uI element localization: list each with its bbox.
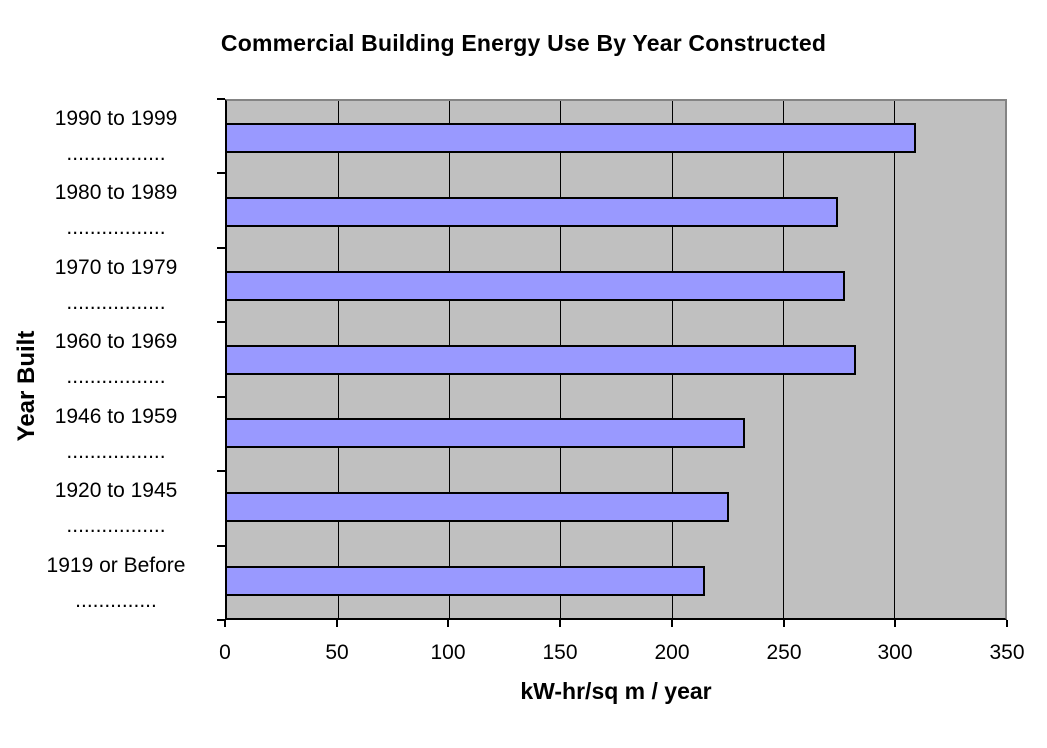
category-label-text: 1980 to 1989 xyxy=(54,181,178,204)
x-axis-tick-label-50: 50 xyxy=(325,641,349,664)
x-axis-tick-0 xyxy=(224,620,226,627)
y-axis-tick xyxy=(217,321,225,323)
category-label-1970-to-1979: 1970 to 1979................. xyxy=(18,248,214,322)
category-label-1920-to-1945: 1920 to 1945................. xyxy=(18,471,214,545)
x-axis-tick-300 xyxy=(894,620,896,627)
bar-1946-to-1959 xyxy=(227,418,745,448)
y-axis-tick xyxy=(217,619,225,621)
y-axis-tick xyxy=(217,98,225,100)
x-axis-tick-label-0: 0 xyxy=(219,641,231,664)
category-label-text: 1970 to 1979 xyxy=(54,256,178,279)
category-label-1946-to-1959: 1946 to 1959................. xyxy=(18,397,214,471)
x-axis-tick-100 xyxy=(447,620,449,627)
x-axis-title: kW-hr/sq m / year xyxy=(520,678,712,704)
x-axis-tick-350 xyxy=(1006,620,1008,627)
category-label-1980-to-1989: 1980 to 1989................. xyxy=(18,173,214,247)
category-label-1960-to-1969: 1960 to 1969................. xyxy=(18,322,214,396)
y-axis-tick xyxy=(217,545,225,547)
plot-area xyxy=(225,99,1007,620)
bar-1919-or-before xyxy=(227,566,705,596)
x-axis-tick-label-300: 300 xyxy=(877,641,913,664)
category-label-1919-or-before: 1919 or Before.............. xyxy=(18,546,214,620)
bar-1920-to-1945 xyxy=(227,492,729,522)
x-axis-tick-label-250: 250 xyxy=(766,641,802,664)
category-label-dots: ................. xyxy=(66,440,166,463)
bar-1960-to-1969 xyxy=(227,345,856,375)
bar-1980-to-1989 xyxy=(227,197,838,227)
x-axis-tick-label-350: 350 xyxy=(989,641,1025,664)
category-label-dots: ................. xyxy=(66,365,166,388)
category-label-dots: ................. xyxy=(66,142,166,165)
category-label-1990-to-1999: 1990 to 1999................. xyxy=(18,99,214,173)
y-axis-tick xyxy=(217,470,225,472)
category-label-dots: .............. xyxy=(75,589,157,612)
y-axis-tick xyxy=(217,396,225,398)
x-axis-tick-150 xyxy=(559,620,561,627)
bar-1970-to-1979 xyxy=(227,271,845,301)
category-label-dots: ................. xyxy=(66,514,166,537)
x-axis-tick-label-200: 200 xyxy=(654,641,690,664)
category-label-text: 1920 to 1945 xyxy=(54,479,178,502)
bar-1990-to-1999 xyxy=(227,123,916,153)
category-label-text: 1960 to 1969 xyxy=(54,330,178,353)
category-label-text: 1919 or Before xyxy=(46,554,186,577)
x-axis-tick-250 xyxy=(783,620,785,627)
x-axis-tick-50 xyxy=(336,620,338,627)
gridline-300 xyxy=(894,101,895,618)
x-axis-tick-label-100: 100 xyxy=(430,641,466,664)
category-label-dots: ................. xyxy=(66,216,166,239)
x-axis-tick-label-150: 150 xyxy=(542,641,578,664)
category-label-text: 1946 to 1959 xyxy=(54,405,178,428)
y-axis-tick xyxy=(217,172,225,174)
category-label-text: 1990 to 1999 xyxy=(54,107,178,130)
category-label-dots: ................. xyxy=(66,291,166,314)
x-axis-tick-200 xyxy=(671,620,673,627)
chart-title: Commercial Building Energy Use By Year C… xyxy=(220,30,827,56)
y-axis-tick xyxy=(217,247,225,249)
